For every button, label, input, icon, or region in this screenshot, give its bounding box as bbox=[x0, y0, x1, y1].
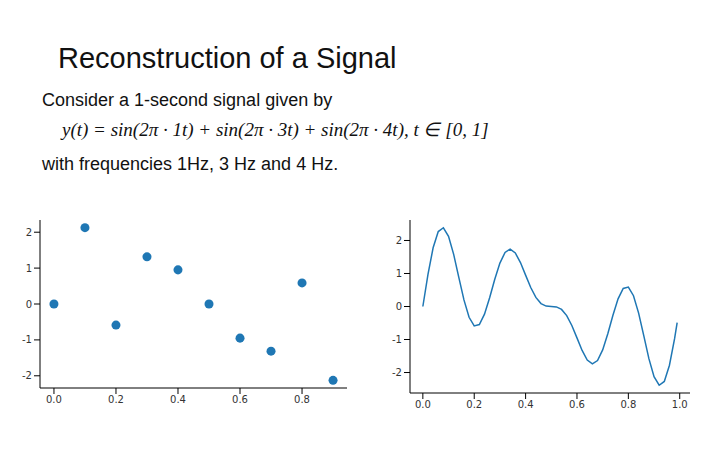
html-text:with frequencies 1Hz, 3 Hz and: with frequencies 1Hz, 3 Hz and 4 Hz. bbox=[42, 154, 339, 174]
svg-text:0.0: 0.0 bbox=[46, 394, 62, 405]
svg-text:2: 2 bbox=[396, 235, 402, 246]
html-text:y(t) = sin(2π · 1t) + sin(2π ·: y(t) = sin(2π · 1t) + sin(2π · 3t) + sin… bbox=[62, 119, 489, 140]
svg-text:1: 1 bbox=[396, 268, 402, 279]
svg-text:0.2: 0.2 bbox=[108, 394, 124, 405]
svg-text:0.8: 0.8 bbox=[620, 399, 636, 410]
svg-text:-1: -1 bbox=[22, 334, 32, 345]
svg-text:0.6: 0.6 bbox=[569, 399, 585, 410]
svg-text:1.0: 1.0 bbox=[672, 399, 688, 410]
svg-text:0: 0 bbox=[396, 301, 402, 312]
svg-text:-1: -1 bbox=[392, 334, 402, 345]
html-text:Consider a 1-second signal giv: Consider a 1-second signal given by bbox=[42, 90, 333, 110]
svg-text:0: 0 bbox=[26, 299, 32, 310]
svg-text:0.4: 0.4 bbox=[170, 394, 186, 405]
svg-text:0.6: 0.6 bbox=[232, 394, 248, 405]
svg-text:0.8: 0.8 bbox=[294, 394, 310, 405]
svg-text:-2: -2 bbox=[22, 370, 32, 381]
svg-text:2: 2 bbox=[26, 227, 32, 238]
svg-text:1: 1 bbox=[26, 263, 32, 274]
svg-text:-2: -2 bbox=[392, 367, 402, 378]
html-text:Reconstruction of a Signal: Reconstruction of a Signal bbox=[58, 42, 397, 74]
svg-text:0.2: 0.2 bbox=[466, 399, 482, 410]
svg-text:0.0: 0.0 bbox=[415, 399, 431, 410]
svg-text:0.4: 0.4 bbox=[518, 399, 534, 410]
